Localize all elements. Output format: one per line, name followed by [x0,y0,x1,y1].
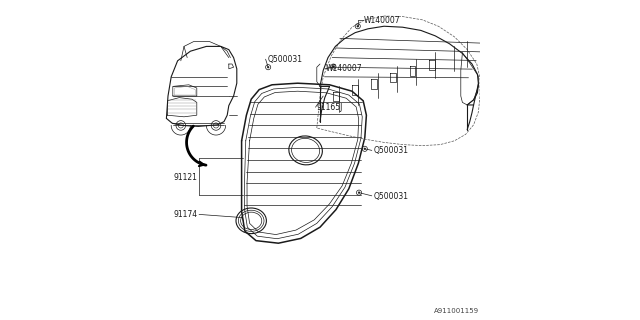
Text: 91165J: 91165J [316,103,342,112]
Ellipse shape [358,192,360,194]
Text: 91174: 91174 [173,210,198,219]
Text: W140007: W140007 [364,16,401,25]
Ellipse shape [268,66,269,68]
Text: W140007: W140007 [326,64,362,73]
Text: Q500031: Q500031 [374,192,409,201]
Ellipse shape [364,148,365,150]
Text: Q500031: Q500031 [374,146,409,155]
Text: A911001159: A911001159 [434,308,479,314]
Text: Q500031: Q500031 [268,55,302,64]
Text: 91121: 91121 [174,173,198,182]
Ellipse shape [357,25,358,27]
Ellipse shape [333,66,334,68]
